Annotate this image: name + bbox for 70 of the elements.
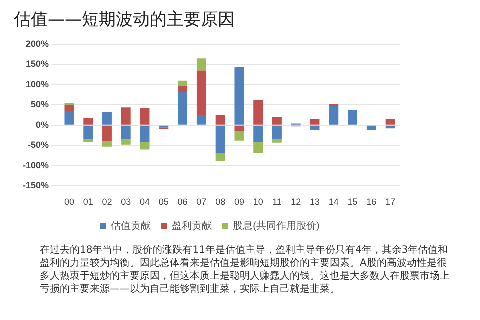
y-tick-label: -50% xyxy=(28,140,50,150)
bar xyxy=(102,112,112,125)
x-tick-label: 14 xyxy=(328,197,339,208)
bar xyxy=(234,132,244,141)
bar xyxy=(386,126,396,129)
x-tick-label: 09 xyxy=(234,197,244,208)
bar xyxy=(140,126,150,142)
bar xyxy=(234,67,244,125)
bar xyxy=(102,126,112,142)
y-tick-label: 100% xyxy=(26,79,50,90)
bar xyxy=(216,126,226,154)
bar xyxy=(272,126,282,140)
x-tick-label: 00 xyxy=(64,197,74,208)
x-tick-label: 07 xyxy=(196,197,207,208)
bar xyxy=(366,126,376,130)
bar xyxy=(254,126,264,142)
bar xyxy=(102,142,112,147)
x-tick-label: 02 xyxy=(102,197,112,208)
bar xyxy=(310,126,320,130)
bar xyxy=(121,108,131,125)
legend-label: 盈利贡献 xyxy=(172,220,212,232)
y-tick-label: 50% xyxy=(31,100,50,110)
bar xyxy=(329,106,339,125)
bar xyxy=(140,108,150,125)
x-tick-label: 10 xyxy=(253,197,264,208)
bar xyxy=(216,115,226,125)
y-tick-label: -100% xyxy=(23,160,50,170)
bar xyxy=(178,86,188,92)
bar xyxy=(196,70,206,116)
x-tick-label: 03 xyxy=(121,197,132,208)
bar xyxy=(140,142,150,150)
bar xyxy=(386,119,396,125)
bar xyxy=(196,115,206,125)
x-tick-label: 08 xyxy=(216,197,226,208)
bar xyxy=(64,105,74,112)
bar xyxy=(178,92,188,125)
bar xyxy=(348,110,358,125)
bar xyxy=(84,118,94,125)
legend-label: 股息(共同作用股价) xyxy=(233,220,320,232)
x-tick-label: 05 xyxy=(158,197,169,208)
bar xyxy=(272,117,282,125)
y-tick-label: 200% xyxy=(26,38,50,49)
x-tick-label: 04 xyxy=(140,197,150,208)
bar xyxy=(272,140,282,143)
bar xyxy=(64,111,74,125)
bar xyxy=(234,126,244,132)
legend-label: 估值贡献 xyxy=(111,220,152,232)
bar xyxy=(84,126,94,140)
bar xyxy=(178,80,188,86)
x-tick-label: 16 xyxy=(366,197,377,208)
bar xyxy=(216,154,226,162)
bar xyxy=(254,100,264,125)
bar xyxy=(310,118,320,125)
y-tick-label: -150% xyxy=(23,180,50,191)
x-tick-label: 01 xyxy=(83,197,94,208)
bar xyxy=(196,58,206,71)
bar xyxy=(121,126,131,140)
y-tick-label: 0% xyxy=(36,120,50,130)
x-tick-label: 13 xyxy=(310,197,320,208)
x-tick-label: 15 xyxy=(348,197,358,208)
chart-title: 估值——短期波动的主要原因 xyxy=(14,9,235,31)
bar xyxy=(121,140,131,145)
x-tick-label: 12 xyxy=(291,197,302,208)
bar xyxy=(254,142,264,153)
x-tick-label: 11 xyxy=(272,197,282,208)
x-tick-label: 17 xyxy=(386,197,396,208)
x-tick-label: 06 xyxy=(178,197,188,208)
bar xyxy=(84,140,94,142)
y-tick-label: 150% xyxy=(26,59,50,70)
text: 在过去的18年当中，股价的涨跌有11年是估值主导，盈利主导年份只有4年，其余3年估值和盈利的力量较为均衡。因此总体看来是估值是影响短期股价的主要因素。A股的高波动性是很多人热衷于短炒的主要原因，但这本质上是聪明人赚蠢人的钱。这也是大多数人在股票市场上亏损的主要来源——以为自己能够割到韭菜，实际上自己就是韭菜。 xyxy=(40,244,450,296)
